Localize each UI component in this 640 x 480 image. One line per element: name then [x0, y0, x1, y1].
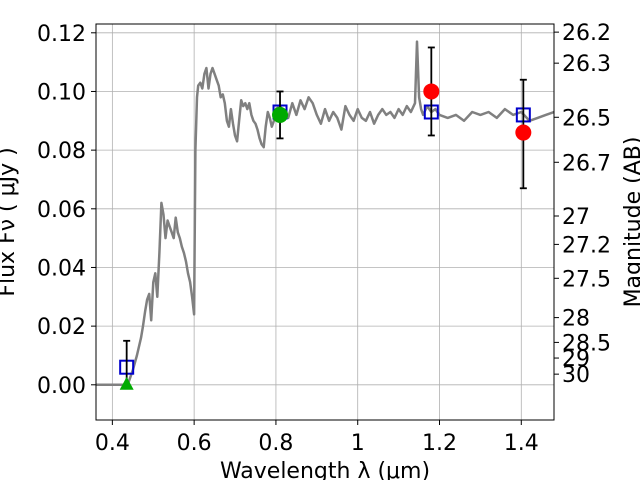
- photometry-circle: [515, 124, 532, 141]
- y2-tick-label: 27.5: [562, 267, 611, 292]
- x-tick-label: 0.8: [258, 431, 293, 456]
- x-axis-ticks: 0.4 0.6 0.8 1 1.2 1.4: [95, 420, 539, 456]
- y2-axis-label: Magnitude (AB): [621, 137, 640, 308]
- plot-area: [96, 40, 554, 387]
- x-tick-label: 0.4: [95, 431, 130, 456]
- sed-model-line: [96, 40, 554, 387]
- y-tick-label: 0.12: [37, 22, 86, 47]
- x-tick-label: 1.4: [504, 431, 539, 456]
- y-tick-label: 0.08: [37, 139, 86, 164]
- plot-frame: [95, 23, 555, 421]
- x-axis-label: Wavelength λ (μm): [220, 459, 430, 480]
- y2-tick-label: 27: [562, 205, 590, 230]
- y-tick-label: 0.04: [37, 256, 86, 281]
- photometry-circle: [423, 83, 440, 100]
- y-tick-label: 0.02: [37, 315, 86, 340]
- y-tick-label: 0.10: [37, 80, 86, 105]
- y2-tick-label: 28: [562, 307, 590, 332]
- photometry-circle: [272, 106, 289, 123]
- y2-tick-label: 30: [562, 363, 590, 388]
- x-tick-label: 1: [351, 431, 365, 456]
- y2-tick-label: 26.2: [562, 21, 611, 46]
- y2-tick-label: 26.5: [562, 106, 611, 131]
- markers: [119, 46, 532, 390]
- y-tick-label: 0.06: [37, 198, 86, 223]
- y-tick-label: 0.00: [37, 374, 86, 399]
- y2-tick-label: 26.7: [562, 151, 611, 176]
- y2-tick-label: 28.5: [562, 331, 611, 356]
- x-tick-label: 1.2: [422, 431, 457, 456]
- y-axis-ticks: 0.00 0.02 0.04 0.06 0.08 0.10 0.12: [37, 22, 96, 399]
- y-axis-label: Flux Fν ( μJy ): [0, 147, 20, 296]
- upper-limit-triangle: [119, 376, 134, 390]
- x-tick-label: 0.6: [177, 431, 212, 456]
- y2-tick-label: 26.3: [562, 52, 611, 77]
- y2-tick-label: 27.2: [562, 233, 611, 258]
- y2-tick-label: 29: [562, 347, 590, 372]
